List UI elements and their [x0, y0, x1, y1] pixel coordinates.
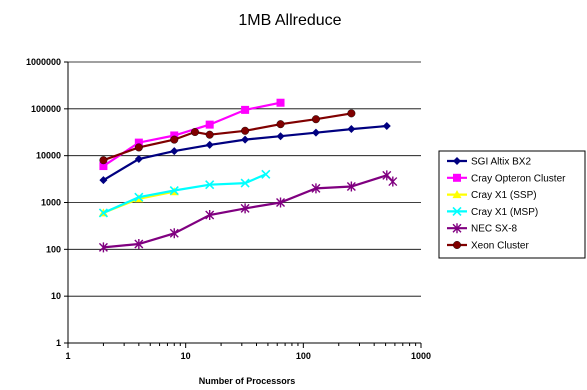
- data-point: [98, 208, 108, 218]
- legend-item: SGI Altix BX2: [447, 157, 531, 168]
- legend-marker: [452, 206, 462, 216]
- legend-label: NEC SX-8: [471, 224, 518, 235]
- data-point: [241, 105, 250, 114]
- x-tick-label: 1000: [411, 351, 431, 361]
- data-point: [241, 135, 250, 144]
- legend-label: Xeon Cluster: [471, 241, 529, 252]
- series-4: [98, 170, 398, 253]
- data-point: [205, 130, 214, 139]
- series-5: [99, 109, 356, 165]
- data-point: [311, 183, 321, 194]
- data-point: [98, 242, 108, 253]
- data-point: [346, 181, 356, 192]
- legend-item: Cray X1 (SSP): [447, 190, 537, 201]
- legend-marker: [452, 190, 462, 199]
- chart-title: 1MB Allreduce: [238, 12, 341, 29]
- data-point: [99, 162, 108, 171]
- legend-label: SGI Altix BX2: [471, 157, 531, 168]
- data-point: [240, 203, 250, 214]
- y-tick-label: 10000: [36, 151, 61, 161]
- series-group: [98, 98, 398, 253]
- data-point: [134, 192, 144, 202]
- data-point: [170, 131, 179, 140]
- legend: SGI Altix BX2 Cray Opteron Cluster Cray X1…: [438, 150, 586, 259]
- data-point: [276, 120, 285, 129]
- legend-item: Cray X1 (MSP): [447, 206, 538, 218]
- axes: [64, 61, 422, 348]
- legend-label: Cray Opteron Cluster: [471, 173, 566, 184]
- y-tick-label: 1: [56, 338, 61, 348]
- data-point: [169, 185, 179, 196]
- data-point: [388, 176, 398, 187]
- data-point: [276, 197, 286, 208]
- x-tick-labels: 1 10 100 1000: [65, 351, 431, 361]
- data-point: [347, 109, 356, 118]
- data-point: [382, 121, 391, 130]
- legend-item: Cray Opteron Cluster: [447, 173, 566, 184]
- legend-label: Cray X1 (MSP): [471, 207, 538, 218]
- data-point: [261, 169, 271, 179]
- data-point: [311, 115, 320, 124]
- data-point: [170, 147, 179, 156]
- data-point: [99, 156, 108, 165]
- data-point: [276, 132, 285, 141]
- data-point: [205, 140, 214, 149]
- x-axis-label: Number of Processors: [199, 376, 296, 386]
- data-point: [170, 135, 179, 144]
- y-tick-label: 1000000: [26, 57, 61, 67]
- legend-marker: [453, 173, 461, 182]
- data-point: [311, 128, 320, 137]
- legend-item: NEC SX-8: [447, 223, 518, 235]
- series-0: [99, 121, 391, 185]
- y-tick-label: 100000: [31, 104, 61, 114]
- series-line: [103, 174, 394, 249]
- data-point: [240, 178, 250, 188]
- data-point: [134, 238, 144, 249]
- data-point: [99, 176, 108, 185]
- x-tick-label: 1: [65, 351, 70, 361]
- legend-label: Cray X1 (SSP): [471, 190, 537, 201]
- x-tick-label: 10: [181, 351, 191, 361]
- series-3: [98, 169, 271, 218]
- legend-box: [438, 150, 586, 259]
- data-point: [241, 126, 250, 135]
- data-point: [205, 210, 215, 221]
- series-line: [102, 173, 267, 214]
- data-point: [190, 128, 199, 137]
- legend-marker: [453, 157, 461, 165]
- data-point: [134, 143, 143, 152]
- legend-item: Xeon Cluster: [447, 241, 529, 252]
- gridlines: [68, 61, 421, 297]
- data-point: [134, 138, 143, 147]
- data-point: [205, 180, 215, 190]
- legend-marker: [452, 223, 462, 234]
- y-tick-label: 10: [51, 291, 61, 301]
- data-point: [347, 125, 356, 134]
- data-point: [276, 98, 285, 107]
- y-tick-labels: 1 10 100 1000 10000 100000 1000000: [26, 57, 61, 348]
- data-point: [205, 120, 214, 129]
- y-tick-label: 100: [46, 244, 61, 254]
- data-point: [134, 154, 143, 163]
- legend-marker: [453, 240, 462, 249]
- x-tick-label: 100: [296, 351, 311, 361]
- data-point: [169, 228, 179, 239]
- y-tick-label: 1000: [41, 198, 61, 208]
